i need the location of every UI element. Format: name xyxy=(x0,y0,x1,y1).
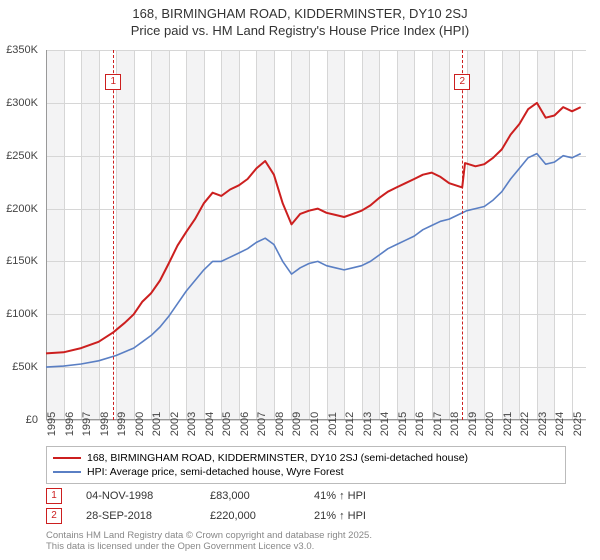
y-tick-label: £0 xyxy=(26,414,38,426)
x-tick-label: 2003 xyxy=(186,412,198,436)
legend-label: HPI: Average price, semi-detached house,… xyxy=(87,466,344,478)
marker-row-box: 1 xyxy=(46,488,62,504)
y-tick-label: £250K xyxy=(6,150,38,162)
x-tick-label: 2017 xyxy=(432,412,444,436)
attribution-line-2: This data is licensed under the Open Gov… xyxy=(46,541,314,552)
x-tick-label: 2008 xyxy=(274,412,286,436)
x-tick-label: 2010 xyxy=(309,412,321,436)
chart-plot-area: 12 £0£50K£100K£150K£200K£250K£300K£350K … xyxy=(46,50,586,420)
chart-title: 168, BIRMINGHAM ROAD, KIDDERMINSTER, DY1… xyxy=(0,0,600,40)
x-tick-label: 2013 xyxy=(362,412,374,436)
x-tick-label: 1996 xyxy=(64,412,76,436)
x-tick-label: 2022 xyxy=(519,412,531,436)
x-tick-label: 2009 xyxy=(291,412,303,436)
x-tick-label: 2004 xyxy=(204,412,216,436)
x-tick-label: 2015 xyxy=(397,412,409,436)
x-tick-label: 1998 xyxy=(99,412,111,436)
x-tick-label: 2000 xyxy=(134,412,146,436)
x-tick-label: 2023 xyxy=(537,412,549,436)
marker-row: 1 04-NOV-1998 £83,000 41% ↑ HPI xyxy=(46,486,366,506)
x-tick-label: 2011 xyxy=(327,412,339,436)
marker-line xyxy=(113,50,114,420)
x-tick-label: 2018 xyxy=(449,412,461,436)
marker-row: 2 28-SEP-2018 £220,000 21% ↑ HPI xyxy=(46,506,366,526)
title-line-1: 168, BIRMINGHAM ROAD, KIDDERMINSTER, DY1… xyxy=(132,6,467,21)
x-tick-label: 2024 xyxy=(554,412,566,436)
y-tick-label: £50K xyxy=(12,361,38,373)
y-tick-label: £200K xyxy=(6,203,38,215)
x-tick-label: 1997 xyxy=(81,412,93,436)
x-tick-label: 2002 xyxy=(169,412,181,436)
marker-row-delta: 21% ↑ HPI xyxy=(314,510,366,522)
x-tick-label: 1995 xyxy=(46,412,58,436)
legend-label: 168, BIRMINGHAM ROAD, KIDDERMINSTER, DY1… xyxy=(87,452,468,464)
legend-item: 168, BIRMINGHAM ROAD, KIDDERMINSTER, DY1… xyxy=(53,451,559,465)
marker-row-price: £83,000 xyxy=(210,490,290,502)
x-tick-label: 2001 xyxy=(151,412,163,436)
x-tick-label: 2025 xyxy=(572,412,584,436)
y-tick-label: £100K xyxy=(6,308,38,320)
marker-row-date: 28-SEP-2018 xyxy=(86,510,186,522)
marker-row-box: 2 xyxy=(46,508,62,524)
x-tick-label: 2020 xyxy=(484,412,496,436)
x-tick-label: 2007 xyxy=(256,412,268,436)
chart-lines xyxy=(46,50,586,420)
x-tick-label: 1999 xyxy=(116,412,128,436)
legend-swatch xyxy=(53,457,81,459)
marker-box: 1 xyxy=(105,74,121,90)
x-tick-label: 2006 xyxy=(239,412,251,436)
legend-item: HPI: Average price, semi-detached house,… xyxy=(53,465,559,479)
x-tick-label: 2014 xyxy=(379,412,391,436)
x-tick-label: 2016 xyxy=(414,412,426,436)
marker-line xyxy=(462,50,463,420)
y-tick-label: £150K xyxy=(6,255,38,267)
attribution-line-1: Contains HM Land Registry data © Crown c… xyxy=(46,530,372,541)
y-tick-label: £300K xyxy=(6,97,38,109)
x-tick-label: 2019 xyxy=(467,412,479,436)
series-line xyxy=(46,154,581,368)
x-tick-label: 2012 xyxy=(344,412,356,436)
legend-box: 168, BIRMINGHAM ROAD, KIDDERMINSTER, DY1… xyxy=(46,446,566,484)
marker-row-price: £220,000 xyxy=(210,510,290,522)
legend-swatch xyxy=(53,471,81,473)
title-line-2: Price paid vs. HM Land Registry's House … xyxy=(131,23,469,38)
marker-row-delta: 41% ↑ HPI xyxy=(314,490,366,502)
x-tick-label: 2021 xyxy=(502,412,514,436)
marker-table: 1 04-NOV-1998 £83,000 41% ↑ HPI 2 28-SEP-2018… xyxy=(46,486,366,526)
attribution: Contains HM Land Registry data © Crown c… xyxy=(46,530,372,553)
marker-row-date: 04-NOV-1998 xyxy=(86,490,186,502)
y-tick-label: £350K xyxy=(6,44,38,56)
series-line xyxy=(46,103,581,354)
marker-box: 2 xyxy=(454,74,470,90)
x-tick-label: 2005 xyxy=(221,412,233,436)
